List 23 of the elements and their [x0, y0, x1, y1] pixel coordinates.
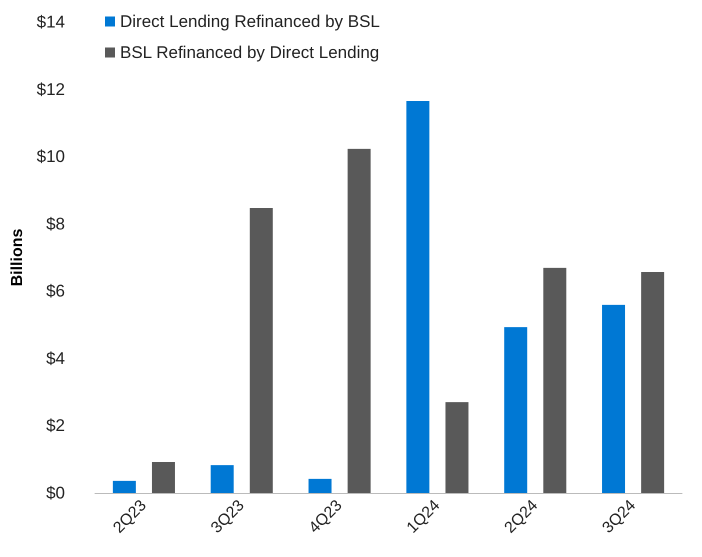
y-tick-label: $14: [36, 12, 65, 32]
legend-label: BSL Refinanced by Direct Lending: [120, 43, 380, 62]
y-tick-label: $12: [36, 80, 65, 99]
bar: [250, 208, 273, 493]
bar: [602, 304, 626, 493]
bar: [348, 148, 371, 493]
bar: [504, 327, 528, 493]
bar: [543, 268, 566, 493]
bar: [406, 101, 430, 493]
y-tick-label: $0: [46, 484, 65, 502]
y-tick-label: $2: [46, 416, 65, 436]
bar: [210, 465, 234, 493]
y-tick-label: $6: [46, 282, 65, 301]
bar: [308, 478, 332, 493]
legend-label: Direct Lending Refinanced by BSL: [120, 12, 380, 31]
bar: [152, 462, 175, 493]
y-tick-label: $10: [36, 147, 65, 166]
bar: [112, 480, 136, 493]
bar: [641, 272, 664, 493]
y-axis-title: Billions: [9, 228, 26, 286]
bar: [445, 402, 468, 493]
y-tick-label: $8: [46, 214, 65, 234]
y-tick-label: $4: [46, 348, 65, 368]
